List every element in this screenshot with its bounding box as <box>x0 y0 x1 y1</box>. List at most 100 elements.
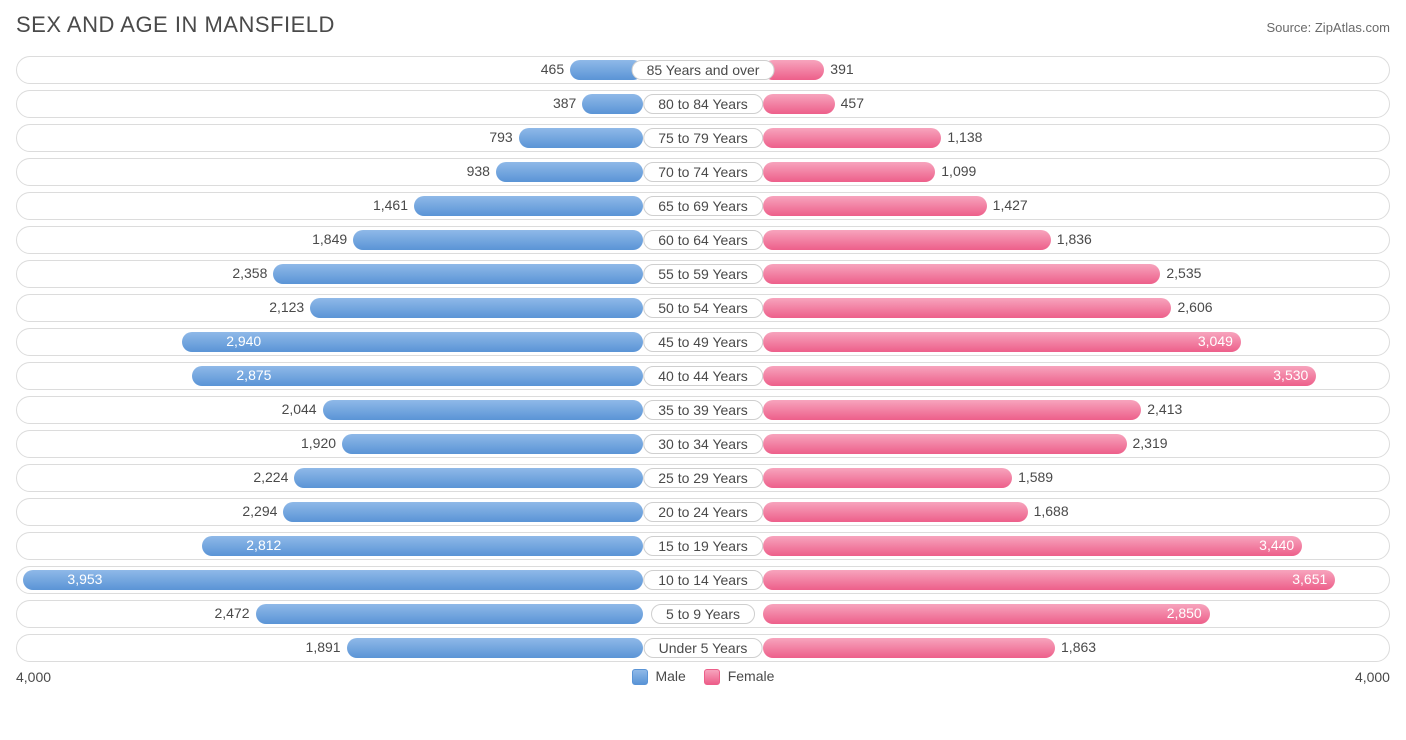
female-value: 1,688 <box>1034 503 1069 519</box>
male-bar <box>23 570 643 590</box>
pyramid-row: 7931,13875 to 79 Years <box>16 124 1390 152</box>
female-bar <box>763 162 935 182</box>
age-group-label: 35 to 39 Years <box>643 400 763 420</box>
male-bar <box>294 468 643 488</box>
female-bar <box>763 400 1141 420</box>
age-group-label: 85 Years and over <box>632 60 775 80</box>
male-bar <box>414 196 643 216</box>
male-bar <box>353 230 643 250</box>
female-value: 2,535 <box>1166 265 1201 281</box>
female-value: 2,606 <box>1177 299 1212 315</box>
male-bar <box>582 94 643 114</box>
male-value: 2,224 <box>253 469 288 485</box>
male-bar <box>519 128 643 148</box>
male-value: 2,044 <box>282 401 317 417</box>
female-bar <box>763 264 1160 284</box>
male-bar <box>347 638 643 658</box>
male-value: 2,940 <box>226 333 261 349</box>
age-group-label: 5 to 9 Years <box>651 604 755 624</box>
pyramid-row: 2,472 2,850 5 to 9 Years <box>16 600 1390 628</box>
chart-header: SEX AND AGE IN MANSFIELD Source: ZipAtla… <box>16 12 1390 38</box>
female-bar <box>763 332 1241 352</box>
male-value: 2,123 <box>269 299 304 315</box>
male-value: 938 <box>467 163 490 179</box>
pyramid-row: 2,294 1,688 20 to 24 Years <box>16 498 1390 526</box>
female-value: 2,319 <box>1133 435 1168 451</box>
pyramid-row: 1,849 1,836 60 to 64 Years <box>16 226 1390 254</box>
female-bar <box>763 298 1171 318</box>
male-bar <box>496 162 643 182</box>
male-value: 465 <box>541 61 564 77</box>
pyramid-row: 46539185 Years and over <box>16 56 1390 84</box>
female-swatch-icon <box>704 669 720 685</box>
age-group-label: 20 to 24 Years <box>643 502 763 522</box>
female-bar <box>763 94 835 114</box>
age-group-label: 50 to 54 Years <box>643 298 763 318</box>
female-bar <box>763 230 1051 250</box>
age-group-label: 75 to 79 Years <box>643 128 763 148</box>
male-bar <box>310 298 643 318</box>
age-group-label: 15 to 19 Years <box>643 536 763 556</box>
female-bar <box>763 366 1316 386</box>
male-value: 1,920 <box>301 435 336 451</box>
pyramid-row: 1,4611,42765 to 69 Years <box>16 192 1390 220</box>
pyramid-row: 2,0442,41335 to 39 Years <box>16 396 1390 424</box>
legend-item-male: Male <box>632 668 686 685</box>
pyramid-row: 1,920 2,319 30 to 34 Years <box>16 430 1390 458</box>
chart-footer: 4,000 Male Female 4,000 <box>16 668 1390 685</box>
axis-max-left: 4,000 <box>16 669 51 685</box>
axis-max-right: 4,000 <box>1355 669 1390 685</box>
age-group-label: 55 to 59 Years <box>643 264 763 284</box>
male-value: 2,812 <box>246 537 281 553</box>
male-value: 1,891 <box>306 639 341 655</box>
age-group-label: 65 to 69 Years <box>643 196 763 216</box>
male-value: 2,472 <box>214 605 249 621</box>
female-value: 1,836 <box>1057 231 1092 247</box>
male-value: 1,849 <box>312 231 347 247</box>
age-group-label: 70 to 74 Years <box>643 162 763 182</box>
population-pyramid: 46539185 Years and over 387 457 80 to 84 Ye… <box>16 56 1390 662</box>
female-bar <box>763 434 1127 454</box>
male-bar <box>256 604 643 624</box>
pyramid-row: 3,9533,65110 to 14 Years <box>16 566 1390 594</box>
female-value: 3,440 <box>1259 537 1294 553</box>
pyramid-row: 9381,09970 to 74 Years <box>16 158 1390 186</box>
age-group-label: 45 to 49 Years <box>643 332 763 352</box>
pyramid-row: 2,358 2,535 55 to 59 Years <box>16 260 1390 288</box>
age-group-label: 40 to 44 Years <box>643 366 763 386</box>
male-value: 793 <box>489 129 512 145</box>
female-bar <box>763 502 1028 522</box>
male-value: 2,358 <box>232 265 267 281</box>
female-bar <box>763 604 1210 624</box>
male-value: 387 <box>553 95 576 111</box>
female-value: 3,651 <box>1292 571 1327 587</box>
female-value: 2,850 <box>1167 605 1202 621</box>
pyramid-row: 387 457 80 to 84 Years <box>16 90 1390 118</box>
male-value: 2,875 <box>236 367 271 383</box>
legend: Male Female <box>632 668 775 685</box>
chart-title: SEX AND AGE IN MANSFIELD <box>16 12 335 38</box>
pyramid-row: 2,812 3,440 15 to 19 Years <box>16 532 1390 560</box>
pyramid-row: 2,940 3,049 45 to 49 Years <box>16 328 1390 356</box>
female-bar <box>763 638 1055 658</box>
female-value: 1,863 <box>1061 639 1096 655</box>
legend-male-label: Male <box>655 668 685 684</box>
female-value: 3,049 <box>1198 333 1233 349</box>
age-group-label: 10 to 14 Years <box>643 570 763 590</box>
age-group-label: 80 to 84 Years <box>643 94 763 114</box>
male-swatch-icon <box>632 669 648 685</box>
female-value: 1,589 <box>1018 469 1053 485</box>
age-group-label: Under 5 Years <box>644 638 763 658</box>
pyramid-row: 2,123 2,606 50 to 54 Years <box>16 294 1390 322</box>
female-value: 3,530 <box>1273 367 1308 383</box>
female-bar <box>763 128 941 148</box>
age-group-label: 60 to 64 Years <box>643 230 763 250</box>
chart-source: Source: ZipAtlas.com <box>1266 20 1390 35</box>
male-bar <box>283 502 643 522</box>
female-bar <box>763 196 987 216</box>
male-value: 2,294 <box>242 503 277 519</box>
female-value: 457 <box>841 95 864 111</box>
male-value: 1,461 <box>373 197 408 213</box>
age-group-label: 30 to 34 Years <box>643 434 763 454</box>
female-bar <box>763 468 1012 488</box>
